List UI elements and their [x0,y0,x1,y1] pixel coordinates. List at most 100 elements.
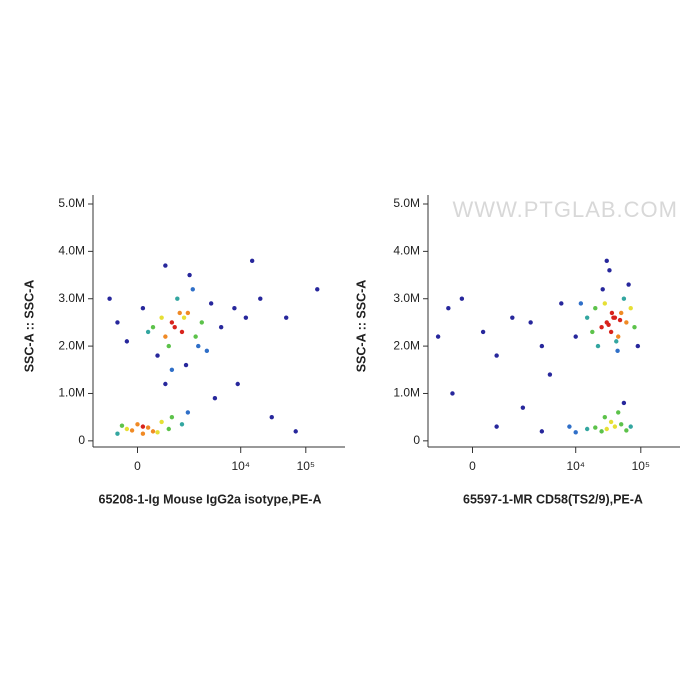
event-dot [559,301,564,306]
event-dot [435,334,441,339]
event-dot [608,329,614,335]
event-dot [547,372,553,377]
y-axis-label: SSC-A :: SSC-A [354,280,368,373]
event-dot [619,422,624,427]
event-dot [600,287,605,292]
event-dot [621,400,627,406]
event-dot [124,426,130,432]
event-dot [567,424,572,429]
event-dot [183,362,189,368]
event-dot [619,310,624,316]
y-tick-label: 4.0M [393,244,420,258]
x-tick-label: 10⁴ [566,459,585,473]
event-dot [169,367,175,372]
event-dot [624,320,629,325]
event-dot [196,343,201,349]
x-tick-label: 10⁵ [297,459,315,473]
event-dot [232,306,237,311]
y-tick-label: 0 [78,433,85,447]
event-dot [539,429,545,434]
event-dot [604,426,609,432]
event-dot [595,343,601,349]
event-dot [612,424,618,429]
y-tick-label: 3.0M [393,291,420,305]
y-tick-label: 2.0M [58,338,85,352]
event-dot [528,320,533,325]
event-dot [145,329,151,335]
event-dot [284,315,289,320]
event-dot [628,424,633,429]
event-dot [578,301,584,306]
event-dot [635,343,641,349]
event-dot [179,422,185,427]
event-dot [155,430,160,435]
y-tick-label: 2.0M [393,338,420,352]
event-dot [258,296,263,301]
event-dot [315,287,320,292]
event-dot [599,324,604,330]
event-dot [218,324,224,330]
event-dot [584,315,590,320]
y-tick-label: 1.0M [58,386,85,400]
event-dot [150,324,156,330]
event-dot [604,258,609,264]
event-dot [169,414,175,420]
event-dot [181,315,187,320]
event-dot [539,343,545,349]
event-dot [159,419,164,425]
event-dot [459,296,465,301]
event-dot [573,430,578,435]
y-tick-label: 5.0M [58,196,85,210]
event-dot [249,258,255,264]
x-axis-label: 65597-1-MR CD58(TS2/9),PE-A [463,492,643,506]
event-dot [611,315,616,320]
event-dot [593,306,598,311]
event-dot [163,381,168,387]
y-tick-label: 4.0M [58,244,85,258]
event-dot [140,431,146,436]
event-dot [163,334,168,339]
x-tick-label: 10⁴ [231,459,250,473]
event-dot [187,272,192,278]
event-dot [185,310,191,316]
event-dot [179,329,185,335]
event-dot [140,306,146,311]
event-dot [115,431,120,436]
event-dot [616,334,621,339]
event-dot [617,317,623,323]
x-tick-label: 10⁵ [632,459,650,473]
event-dot [129,428,135,433]
event-dot [190,287,195,292]
event-dot [608,419,614,425]
event-dot [243,315,249,320]
event-dot [269,414,274,420]
event-dot [494,353,499,358]
event-dot [169,320,175,325]
event-dot [155,353,160,358]
watermark: WWW.PTGLAB.COM [453,197,678,222]
y-tick-label: 0 [413,433,420,447]
event-dot [199,320,204,325]
event-dot [204,348,210,354]
event-dot [175,296,180,301]
event-dot [602,414,608,420]
event-dot [172,324,177,330]
x-axis-label: 65208-1-Ig Mouse IgG2a isotype,PE-A [99,492,322,506]
event-dot [520,405,526,410]
y-tick-label: 3.0M [58,291,85,305]
y-tick-label: 5.0M [393,196,420,210]
event-dot [573,334,578,339]
event-dot [107,296,112,301]
event-dot [616,410,621,415]
y-tick-label: 1.0M [393,386,420,400]
event-dot [185,410,191,415]
event-dot [177,310,182,316]
event-dot [446,306,451,311]
event-dot [150,429,156,434]
event-dot [145,425,151,430]
event-dot [607,268,612,273]
event-dot [208,301,214,306]
event-dot [624,428,629,433]
event-dot [212,396,218,401]
